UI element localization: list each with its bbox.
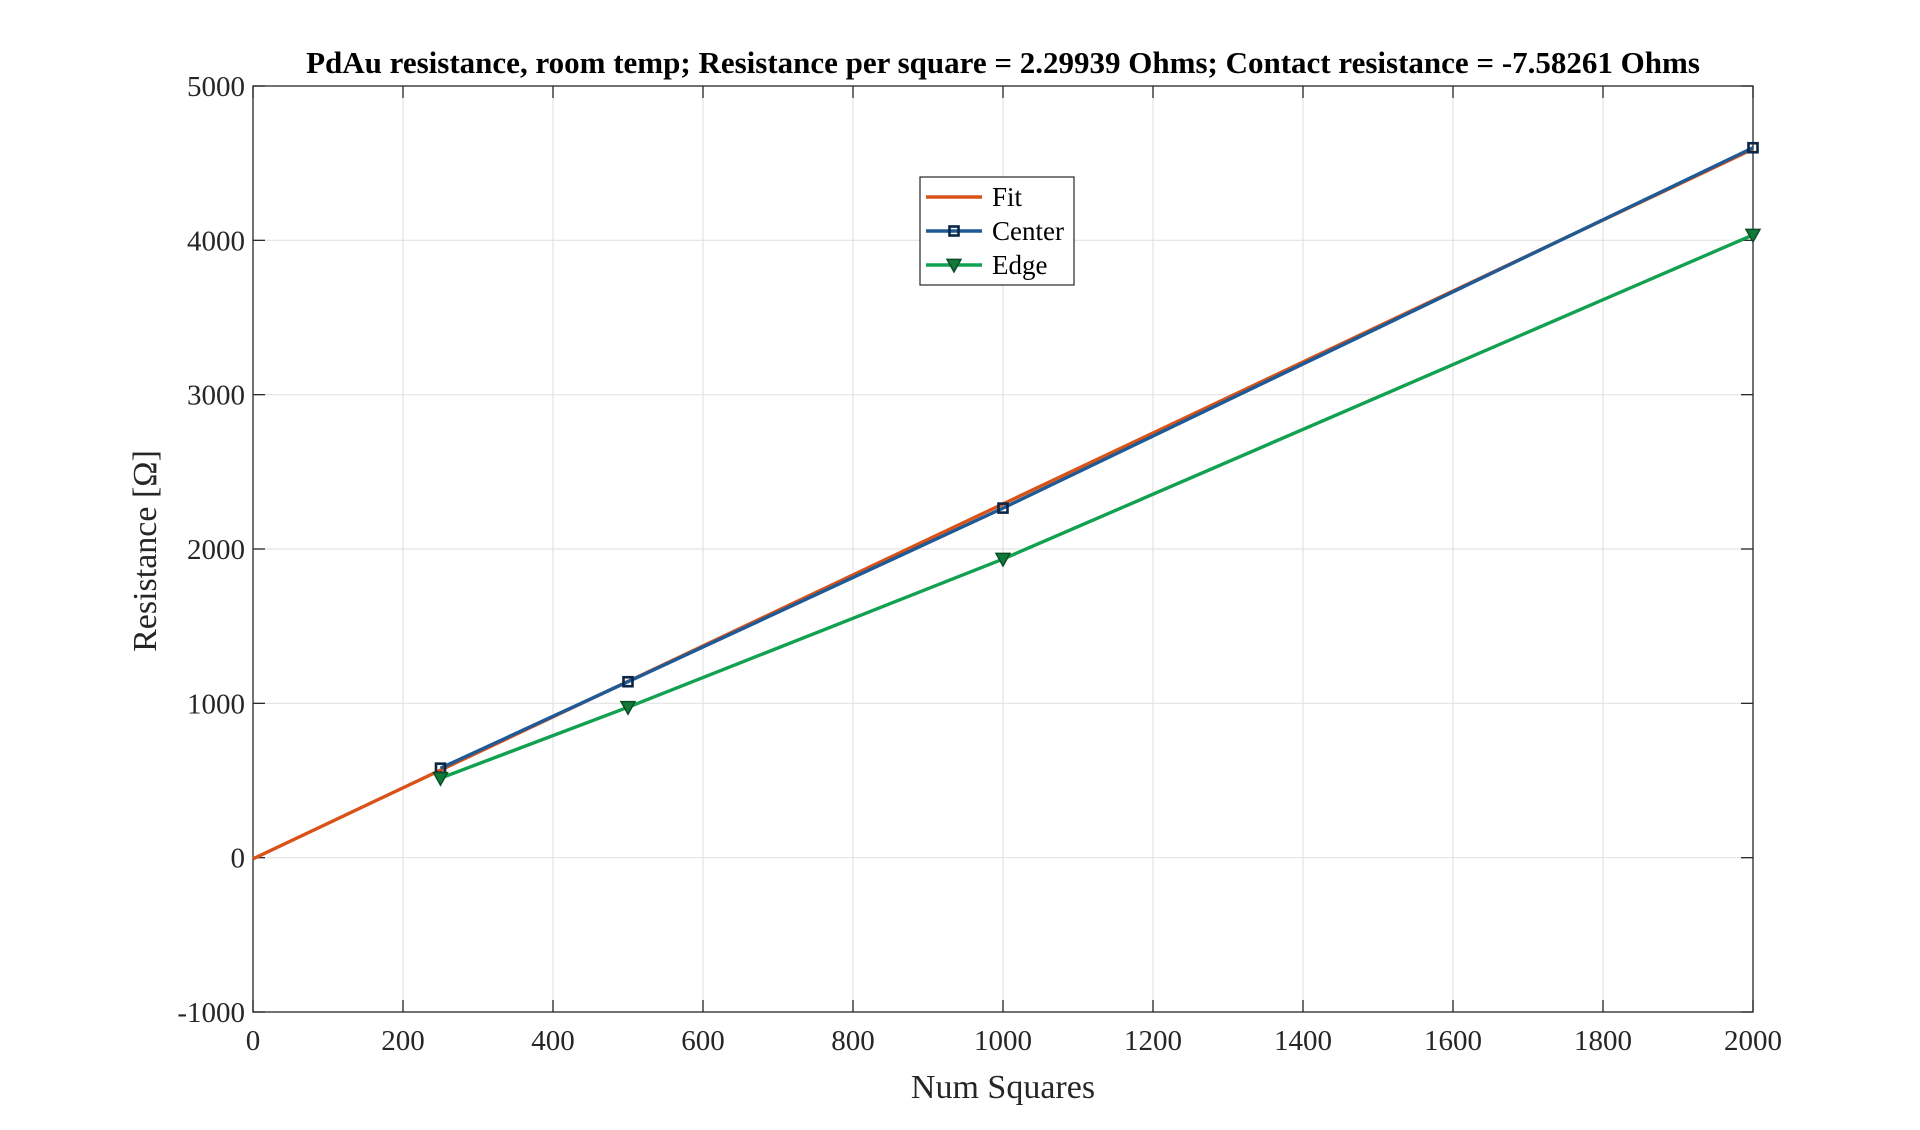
y-tick-label: 5000 (187, 71, 245, 103)
x-tick-label: 1400 (1274, 1025, 1332, 1057)
series-edge-line (439, 233, 1754, 780)
x-tick-label: 0 (246, 1025, 261, 1057)
x-tick-label: 1600 (1424, 1025, 1482, 1057)
y-tick-label: 1000 (187, 688, 245, 720)
x-tick-label: 1200 (1124, 1025, 1182, 1057)
y-tick-label: 2000 (187, 534, 245, 566)
x-tick-label: 800 (831, 1025, 875, 1057)
legend-center-label: Center (992, 216, 1064, 246)
series-edge-point (994, 552, 1012, 568)
series-center-point (1747, 141, 1759, 154)
x-axis-label: Num Squares (911, 1069, 1095, 1106)
x-tick-label: 200 (381, 1025, 425, 1057)
x-tick-label: 2000 (1724, 1025, 1782, 1057)
series-edge-point (432, 771, 449, 787)
chart-title: PdAu resistance, room temp; Resistance p… (306, 45, 1700, 80)
series-center-point (622, 675, 634, 688)
legend-fit-label: Fit (992, 182, 1023, 212)
legend: Fit Center Edge (919, 176, 1075, 286)
series-edge-point (619, 700, 637, 716)
y-tick-label: 4000 (187, 225, 245, 257)
tick-labels: 0 200 400 600 800 1000 1200 1400 1600 1800 2000 -10… (177, 71, 1782, 1057)
x-tick-label: 400 (531, 1025, 575, 1057)
legend-center-marker (948, 225, 960, 237)
x-tick-label: 600 (681, 1025, 725, 1057)
axes (252, 85, 1754, 1013)
series-center-point (997, 502, 1009, 514)
plot-series (252, 141, 1762, 861)
x-tick-label: 1000 (974, 1025, 1032, 1057)
legend-edge-marker (945, 258, 963, 274)
legend-edge-label: Edge (992, 250, 1047, 280)
y-axis-label: Resistance [Ω] (127, 450, 164, 652)
series-center-line (439, 146, 1754, 770)
series-edge-point (1744, 228, 1762, 244)
y-tick-label: 3000 (187, 380, 245, 412)
x-tick-label: 1800 (1574, 1025, 1632, 1057)
y-tick-label: 0 (231, 843, 246, 875)
y-tick-label: -1000 (177, 997, 245, 1029)
